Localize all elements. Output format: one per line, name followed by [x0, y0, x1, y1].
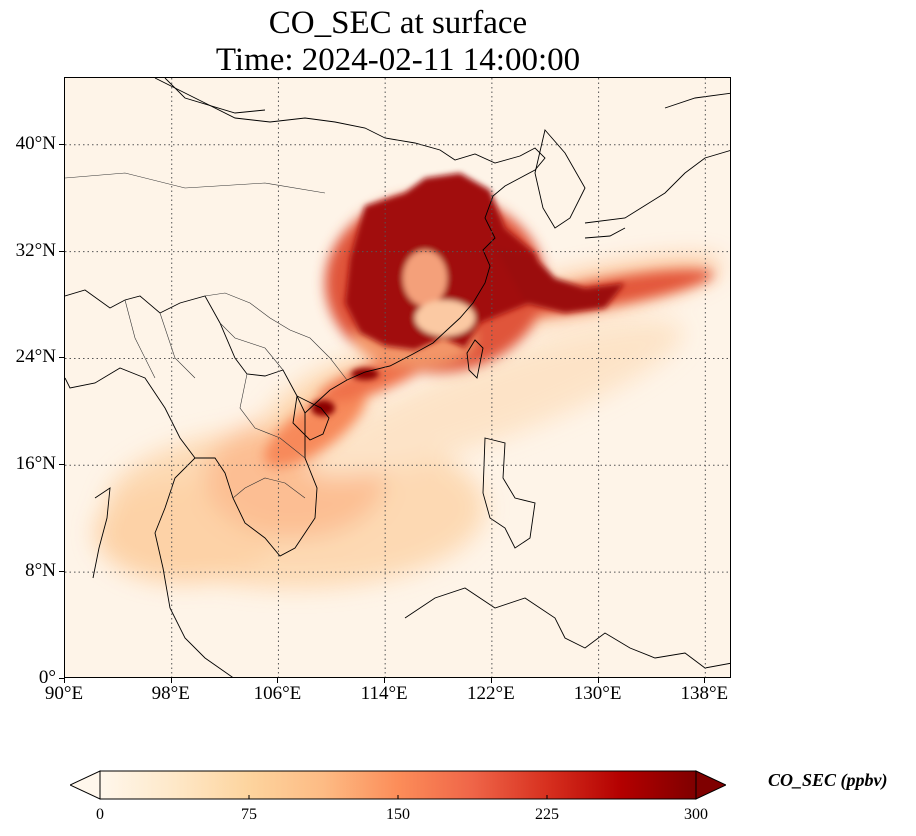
- colorbar-tick-label: 75: [241, 806, 257, 823]
- longitude-tick-label: 98°E: [151, 683, 190, 704]
- latitude-tick-label: 16°N: [15, 453, 56, 475]
- map-plot: [65, 78, 730, 677]
- colorbar-svg: [68, 770, 728, 800]
- latitude-tick-mark: [59, 143, 64, 145]
- longitude-tick-mark: [64, 678, 65, 683]
- colorbar-tick-label: 300: [684, 806, 708, 823]
- longitude-tick-mark: [170, 678, 172, 683]
- map-title: CO_SEC at surface: [268, 5, 528, 41]
- colorbar-tick-label: 150: [386, 806, 410, 823]
- latitude-tick-label: 32°N: [15, 239, 56, 261]
- latitude-tick-label: 24°N: [15, 346, 56, 368]
- longitude-tick-label: 114°E: [360, 683, 408, 704]
- longitude-tick-label: 138°E: [680, 683, 729, 704]
- longitude-tick-mark: [384, 678, 386, 683]
- longitude-tick-label: 106°E: [253, 683, 302, 704]
- colorbar: [68, 770, 728, 800]
- longitude-tick-label: 130°E: [573, 683, 622, 704]
- colorbar-tick-label: 0: [96, 806, 104, 823]
- latitude-tick-mark: [59, 357, 64, 359]
- colorbar-extend-max: [695, 770, 728, 800]
- latitude-tick-label: 8°N: [25, 560, 56, 582]
- latitude-tick-label: 40°N: [15, 132, 56, 154]
- colorbar-tick-label: 225: [535, 806, 559, 823]
- coastlines: [65, 78, 730, 677]
- longitude-tick-label: 122°E: [467, 683, 515, 704]
- colorbar-ramp: [100, 771, 696, 799]
- latitude-tick-mark: [59, 250, 64, 252]
- longitude-tick-mark: [277, 678, 279, 683]
- longitude-tick-mark: [490, 678, 492, 683]
- concentration-field: [95, 173, 723, 588]
- colorbar-extend-min: [68, 770, 101, 800]
- gridlines: [65, 78, 730, 677]
- colorbar-label: CO_SEC (ppbv): [768, 770, 888, 790]
- map-subtitle-time: Time: 2024-02-11 14:00:00: [215, 42, 581, 78]
- latitude-tick-mark: [59, 464, 64, 466]
- latitude-tick-mark: [59, 571, 64, 573]
- latitude-tick-label: 0°: [38, 667, 56, 688]
- country-borders: [65, 172, 348, 499]
- map-panel: [64, 77, 731, 678]
- longitude-tick-label: 90°E: [44, 683, 84, 704]
- latitude-tick-mark: [59, 678, 64, 679]
- longitude-tick-mark: [704, 678, 706, 683]
- longitude-tick-mark: [597, 678, 599, 683]
